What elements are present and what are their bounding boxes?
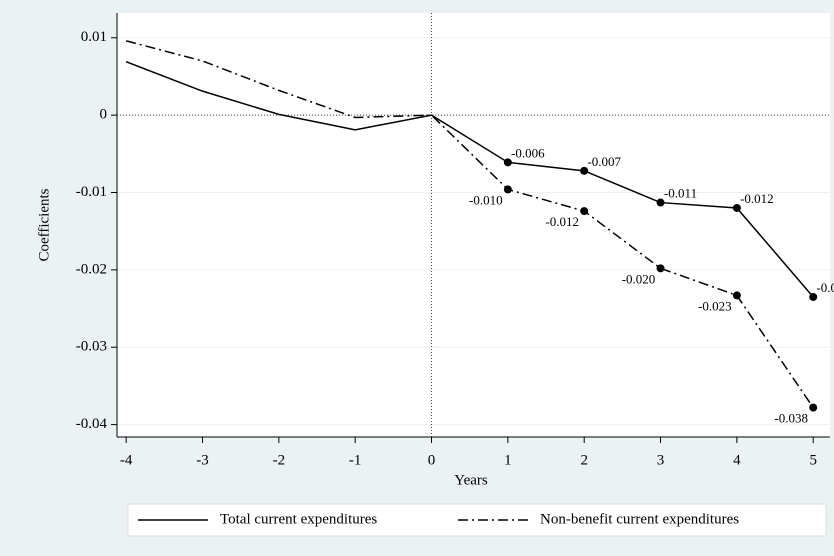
- x-tick-label: -2: [273, 452, 286, 468]
- legend-box: [127, 503, 827, 537]
- value-label: -0.006: [511, 145, 545, 160]
- y-tick-label: -0.03: [76, 339, 107, 355]
- y-tick-label: -0.04: [76, 416, 108, 432]
- x-tick-label: 0: [428, 452, 436, 468]
- x-tick-label: 5: [809, 452, 817, 468]
- marker: [656, 198, 665, 207]
- x-tick-label: -4: [120, 452, 133, 468]
- y-axis-label: Coefficients: [36, 188, 52, 261]
- value-label: -0.038: [774, 411, 808, 426]
- x-axis-label: Years: [454, 472, 488, 488]
- legend-label: Non-benefit current expenditures: [540, 511, 739, 527]
- marker: [809, 403, 818, 412]
- x-tick-label: 1: [504, 452, 512, 468]
- y-tick-label: -0.01: [76, 184, 107, 200]
- value-label: -0.012: [545, 214, 579, 229]
- y-tick-label: 0: [100, 107, 108, 123]
- value-label: -0.020: [622, 271, 656, 286]
- marker: [503, 185, 512, 194]
- x-tick-label: -3: [196, 452, 209, 468]
- y-tick-label: 0.01: [81, 29, 107, 45]
- value-label: -0.023: [816, 280, 834, 295]
- value-label: -0.023: [698, 298, 732, 313]
- marker: [580, 207, 589, 216]
- legend-label: Total current expenditures: [220, 511, 377, 527]
- marker: [503, 158, 512, 167]
- marker: [732, 291, 741, 300]
- value-label: -0.007: [587, 154, 621, 169]
- marker: [732, 203, 741, 212]
- marker: [580, 166, 589, 175]
- series-line: [125, 61, 814, 298]
- marker: [809, 292, 818, 301]
- value-label: -0.012: [740, 191, 774, 206]
- plot-area: [117, 13, 830, 437]
- value-label: -0.010: [469, 192, 503, 207]
- x-tick-label: 4: [733, 452, 741, 468]
- marker: [656, 264, 665, 273]
- x-tick-label: 3: [657, 452, 665, 468]
- x-tick-label: 2: [580, 452, 588, 468]
- y-tick-label: -0.02: [76, 261, 107, 277]
- value-label: -0.011: [664, 186, 697, 201]
- x-tick-label: -1: [349, 452, 362, 468]
